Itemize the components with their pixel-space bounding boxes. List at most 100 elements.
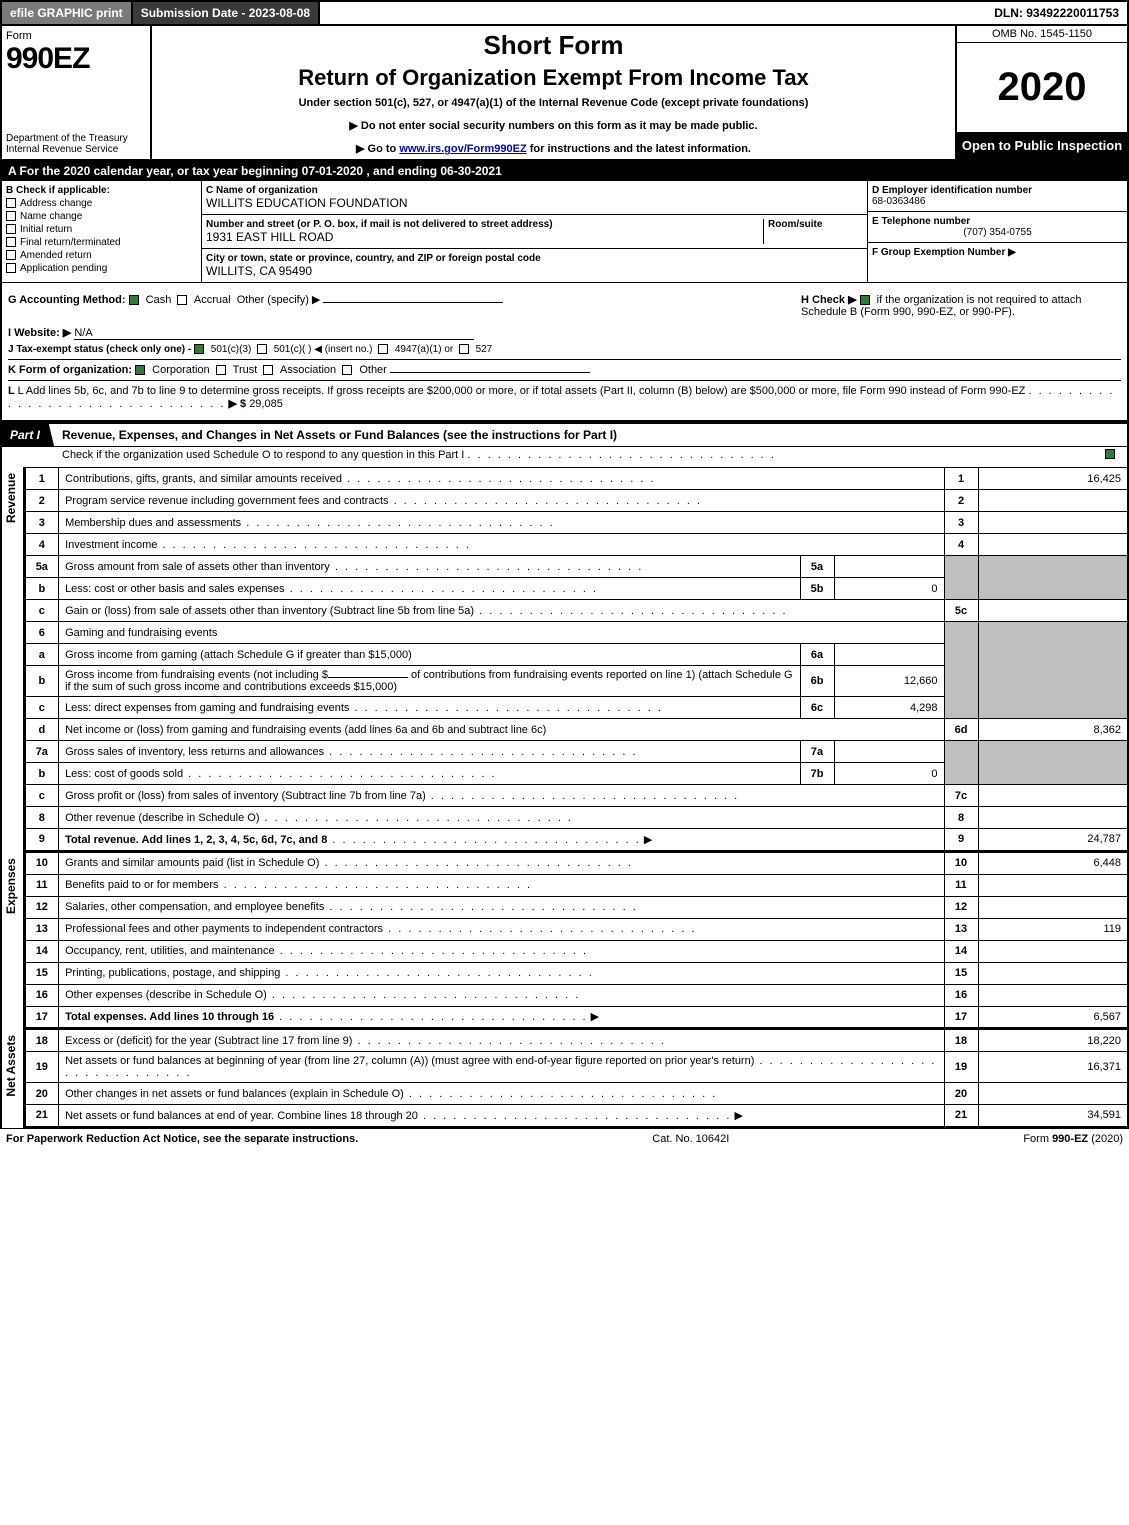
k-corp-checkbox[interactable] [135,365,145,375]
city-label: City or town, state or province, country… [206,253,863,264]
cash-label: Cash [146,294,172,306]
final-return-checkbox[interactable] [6,237,16,247]
footer-left: For Paperwork Reduction Act Notice, see … [6,1133,358,1145]
j-501c3-label: 501(c)(3) [211,344,252,355]
line-7a: 7aGross sales of inventory, less returns… [25,741,1128,763]
j-label: J Tax-exempt status (check only one) - [8,344,191,355]
line-21: 21Net assets or fund balances at end of … [25,1105,1128,1127]
line-6b-blank[interactable] [328,677,408,678]
name-change-checkbox[interactable] [6,211,16,221]
line-14: 14Occupancy, rent, utilities, and mainte… [25,940,1128,962]
line-18: 18Excess or (deficit) for the year (Subt… [25,1030,1128,1052]
cash-checkbox[interactable] [129,295,139,305]
j-501c-checkbox[interactable] [257,344,267,354]
part1-title: Revenue, Expenses, and Changes in Net As… [54,424,1127,446]
line-2: 2Program service revenue including gover… [25,490,1128,512]
part1-tab: Part I [2,424,54,446]
department-label: Department of the Treasury Internal Reve… [6,133,146,155]
l-text: L Add lines 5b, 6c, and 7b to line 9 to … [18,385,1026,397]
line-5a: 5aGross amount from sale of assets other… [25,556,1128,578]
k-other-checkbox[interactable] [342,365,352,375]
form-word: Form [6,30,146,42]
netassets-sidelabel: Net Assets [0,1029,24,1128]
final-return-label: Final return/terminated [20,237,121,248]
k-label: K Form of organization: [8,364,132,376]
line-16: 16Other expenses (describe in Schedule O… [25,984,1128,1006]
omb-number: OMB No. 1545-1150 [957,26,1127,43]
k-trust-label: Trust [233,364,258,376]
amended-return-label: Amended return [20,250,92,261]
netassets-table: 18Excess or (deficit) for the year (Subt… [24,1029,1129,1128]
part1-header: Part I Revenue, Expenses, and Changes in… [0,422,1129,447]
website-value: N/A [74,327,474,340]
section-b-checkboxes: B Check if applicable: Address change Na… [2,181,202,282]
line-12: 12Salaries, other compensation, and empl… [25,896,1128,918]
info-block: B Check if applicable: Address change Na… [0,181,1129,283]
revenue-table: 1Contributions, gifts, grants, and simil… [24,467,1129,852]
phone-value: (707) 354-0755 [872,227,1123,238]
line-5c: cGain or (loss) from sale of assets othe… [25,600,1128,622]
application-pending-label: Application pending [20,263,107,274]
k-assoc-label: Association [280,364,336,376]
l-value: 29,085 [249,398,283,410]
k-other-label: Other [359,364,387,376]
line-6d: dNet income or (loss) from gaming and fu… [25,719,1128,741]
g-label: G Accounting Method: [8,294,126,306]
form-header: Form 990EZ Department of the Treasury In… [0,26,1129,161]
expenses-table: 10Grants and similar amounts paid (list … [24,852,1129,1030]
line-15: 15Printing, publications, postage, and s… [25,962,1128,984]
goto-pre: ▶ Go to [356,143,399,155]
footer-mid: Cat. No. 10642I [652,1133,729,1145]
amended-return-checkbox[interactable] [6,250,16,260]
line-4: 4Investment income4 [25,534,1128,556]
line-17: 17Total expenses. Add lines 10 through 1… [25,1006,1128,1028]
application-pending-checkbox[interactable] [6,263,16,273]
j-501c3-checkbox[interactable] [194,344,204,354]
accrual-checkbox[interactable] [177,295,187,305]
k-trust-checkbox[interactable] [216,365,226,375]
address-change-checkbox[interactable] [6,198,16,208]
section-c-org: C Name of organization WILLITS EDUCATION… [202,181,867,282]
subtitle: Under section 501(c), 527, or 4947(a)(1)… [160,97,947,109]
line-7c: cGross profit or (loss) from sales of in… [25,785,1128,807]
k-assoc-checkbox[interactable] [263,365,273,375]
part1-subtitle-row: Check if the organization used Schedule … [0,447,1129,467]
k-corp-label: Corporation [152,364,209,376]
h-label: H Check ▶ [801,294,857,306]
address-change-label: Address change [20,198,92,209]
other-method-input[interactable] [323,302,503,303]
j-4947-checkbox[interactable] [378,344,388,354]
name-change-label: Name change [20,211,82,222]
topbar-spacer [320,2,986,24]
room-label: Room/suite [768,219,863,230]
line-8: 8Other revenue (describe in Schedule O)8 [25,807,1128,829]
goto-line: ▶ Go to www.irs.gov/Form990EZ for instru… [160,142,947,155]
h-checkbox[interactable] [860,295,870,305]
line-6: 6Gaming and fundraising events [25,622,1128,644]
addr-label: Number and street (or P. O. box, if mail… [206,219,763,230]
i-label: I Website: ▶ [8,327,71,339]
expenses-sidelabel: Expenses [0,852,24,1030]
irs-text: Internal Revenue Service [6,144,118,155]
footer-right: Form 990-EZ (2020) [1023,1133,1123,1145]
j-527-checkbox[interactable] [459,344,469,354]
efile-print-button[interactable]: efile GRAPHIC print [2,2,133,24]
meta-section: G Accounting Method: Cash Accrual Other … [0,283,1129,422]
line-11: 11Benefits paid to or for members11 [25,874,1128,896]
k-other-input[interactable] [390,372,590,373]
initial-return-checkbox[interactable] [6,224,16,234]
line-19: 19Net assets or fund balances at beginni… [25,1052,1128,1083]
schedule-o-checkbox[interactable] [1105,449,1115,459]
goto-link[interactable]: www.irs.gov/Form990EZ [399,143,526,155]
submission-date-button[interactable]: Submission Date - 2023-08-08 [133,2,320,24]
d-label: D Employer identification number [872,185,1123,196]
part1-subtitle: Check if the organization used Schedule … [62,449,464,461]
short-form-title: Short Form [160,30,947,61]
netassets-section: Net Assets 18Excess or (deficit) for the… [0,1029,1129,1128]
line-13: 13Professional fees and other payments t… [25,918,1128,940]
header-mid: Short Form Return of Organization Exempt… [152,26,957,159]
b-label: B Check if applicable: [6,185,197,196]
revenue-sidelabel: Revenue [0,467,24,852]
goto-post: for instructions and the latest informat… [530,143,751,155]
form-number: 990EZ [6,42,146,76]
